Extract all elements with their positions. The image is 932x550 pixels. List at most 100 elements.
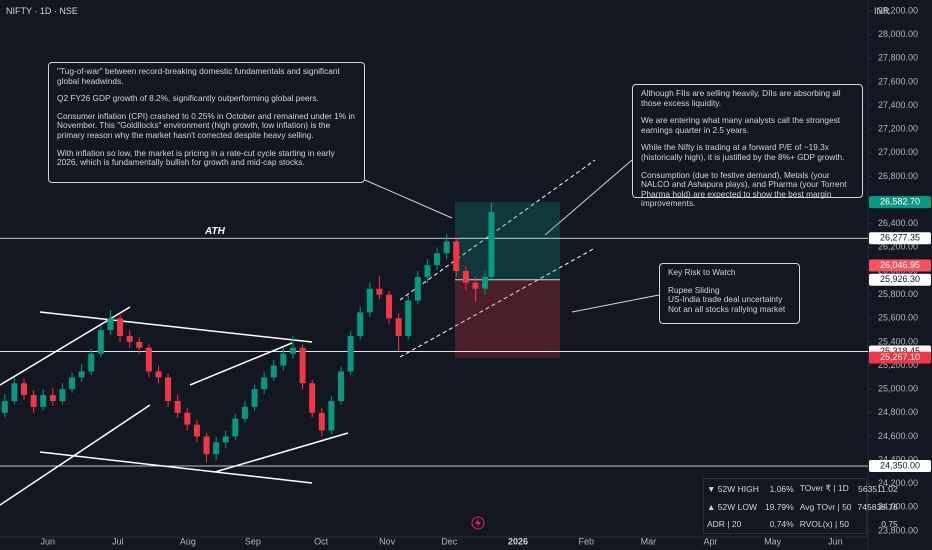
- candle-body: [443, 241, 450, 254]
- candle-body: [462, 271, 469, 283]
- y-tick-label: 23,800.00: [878, 525, 918, 535]
- stats-cell: 0.74%: [769, 519, 794, 530]
- candle-body: [347, 336, 354, 372]
- note-paragraph: With inflation so low, the market is pri…: [57, 147, 335, 168]
- candle-body: [337, 371, 344, 401]
- note-paragraph: Consumption (due to festive demand), Met…: [641, 169, 847, 209]
- stats-table: ▼ 52W HIGH 1.06% TOver ₹ | 1D 563511.02 ▲ 52…: [703, 478, 898, 534]
- candle-body: [434, 253, 441, 266]
- candle-body: [49, 395, 56, 401]
- note-paragraph: Key Risk to Watch: [668, 267, 736, 277]
- candle-body: [11, 383, 18, 401]
- event-icon[interactable]: [471, 516, 485, 530]
- price-tag-label: 25,318.45: [880, 346, 920, 356]
- symbol[interactable]: NIFTY · 1D · NSE: [6, 6, 78, 16]
- candle-body: [270, 365, 277, 378]
- y-tick-label: 25,400.00: [878, 336, 918, 346]
- price-tag-label: 26,277.35: [880, 233, 920, 243]
- candle-body: [30, 395, 37, 407]
- candle-body: [261, 377, 268, 390]
- trendline: [0, 404, 151, 506]
- x-tick-label: Sep: [245, 536, 261, 546]
- note: "Tug-of-war" between record-breaking dom…: [48, 62, 365, 183]
- price-tag: [869, 351, 931, 364]
- x-tick-label: Jul: [112, 536, 124, 546]
- stats-row: ▼ 52W HIGH 1.06% TOver ₹ | 1D 563511.02: [704, 479, 901, 498]
- candle-body: [488, 211, 495, 277]
- y-tick-label: 24,800.00: [878, 407, 918, 417]
- candle-body: [21, 383, 28, 396]
- candle-body: [309, 383, 316, 413]
- stats-cell: RVOL(x) | 50: [799, 519, 850, 530]
- stats-cell: 563511.02: [858, 483, 898, 494]
- price-tag: [869, 259, 931, 272]
- note-paragraph: Rupee Sliding US-India trade deal uncert…: [668, 284, 786, 314]
- price-tag: [869, 232, 931, 245]
- profit-zone: [455, 202, 560, 280]
- callout-line: [544, 159, 633, 236]
- y-tick-label: 24,000.00: [878, 502, 918, 512]
- candle-body: [174, 401, 181, 413]
- candle-body: [424, 265, 431, 277]
- stats-cell: ADR | 20: [707, 519, 742, 530]
- candle-body: [414, 276, 421, 301]
- y-tick-label: 25,800.00: [878, 289, 918, 299]
- y-tick-label: 25,000.00: [878, 384, 918, 394]
- event-bolt[interactable]: [475, 518, 481, 528]
- candle-body: [1, 401, 8, 413]
- candle-body: [107, 318, 114, 331]
- y-tick-label: 24,200.00: [878, 478, 918, 488]
- candle-body: [203, 436, 210, 455]
- note: Although FIIs are selling heavily, DIIs …: [632, 84, 863, 208]
- candle-body: [165, 377, 172, 401]
- trendline: [39, 451, 313, 484]
- candle-body: [386, 294, 393, 319]
- candle-body: [376, 288, 383, 295]
- x-tick-label: May: [764, 536, 782, 546]
- currency[interactable]: INR: [874, 6, 890, 16]
- stats-row: ADR | 20 0.74% RVOL(x) | 50 0.75: [704, 516, 901, 533]
- candle-body: [251, 389, 258, 407]
- callout-lines: [364, 159, 660, 313]
- candle-body: [453, 241, 460, 271]
- candle-body: [395, 318, 402, 336]
- candle-body: [472, 282, 479, 289]
- price-tag: [869, 273, 931, 286]
- candle-body: [366, 288, 373, 313]
- callout-line: [571, 294, 660, 313]
- candle-body: [59, 389, 66, 401]
- x-tick-label: Jun: [828, 536, 843, 546]
- y-tick-label: 26,200.00: [878, 242, 918, 252]
- y-tick-label: 28,200.00: [878, 5, 918, 15]
- candle-body: [405, 300, 412, 336]
- y-tick-label: 24,600.00: [878, 431, 918, 441]
- note-paragraph: Q2 FY26 GDP growth of 8.2%, significantl…: [57, 93, 319, 104]
- x-tick-label: 2026: [508, 536, 528, 546]
- stats-cell: Avg TOvr | 50: [799, 501, 852, 512]
- candle-body: [299, 347, 306, 384]
- price-tag-label: 25,267.10: [880, 352, 920, 362]
- trendlines: [0, 306, 349, 506]
- stats-cell: 1.06%: [769, 483, 794, 494]
- note-paragraph: "Tug-of-war" between record-breaking dom…: [57, 66, 340, 86]
- loss-zone: [455, 279, 560, 358]
- stats-grid: ▼ 52W HIGH 1.06% TOver ₹ | 1D 563511.02 ▲ 52…: [704, 479, 901, 533]
- trendline: [39, 311, 313, 343]
- candle-body: [289, 347, 296, 354]
- candle-body: [241, 406, 248, 419]
- candle-body: [280, 353, 287, 366]
- y-tick-label: 27,600.00: [878, 76, 918, 86]
- price-tag-label: 25,926.30: [880, 274, 920, 284]
- note-paragraph: While the Nifty is trading at a forward …: [641, 142, 845, 162]
- candle-body: [145, 347, 152, 372]
- candle-body: [328, 401, 335, 431]
- price-tag-label: 24,350.00: [880, 460, 920, 470]
- x-tick-label: Dec: [441, 536, 458, 546]
- dashed-channel: [399, 159, 596, 358]
- y-tick-label: 27,400.00: [878, 100, 918, 110]
- ath-label: ATH: [204, 226, 226, 237]
- stats-cell: 745836.76: [857, 501, 898, 512]
- y-tick-label: 27,200.00: [878, 124, 918, 134]
- candle-body: [222, 436, 229, 443]
